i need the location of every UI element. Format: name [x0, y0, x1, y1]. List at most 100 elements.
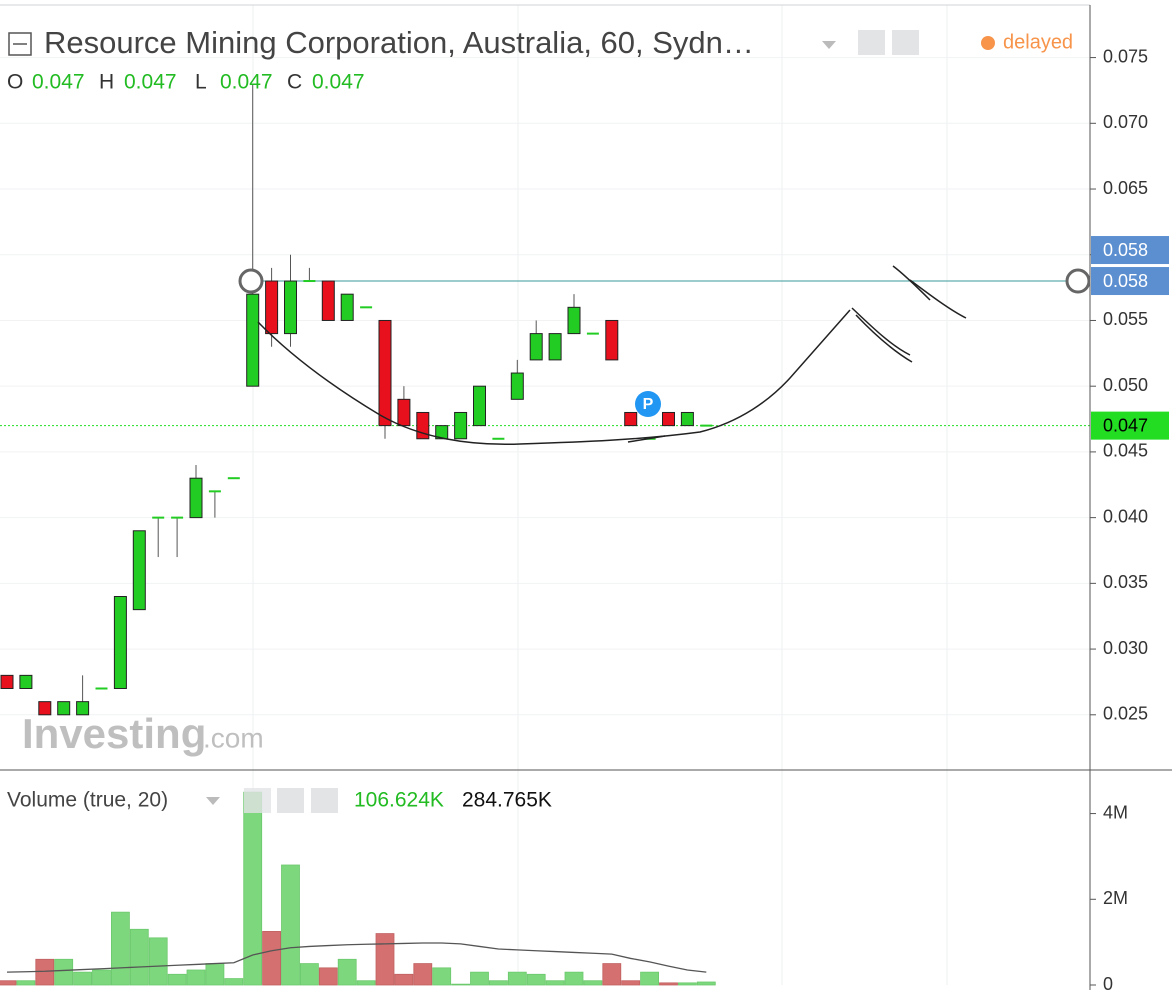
watermark: Investing — [22, 710, 206, 757]
candle-body — [510, 372, 524, 400]
remove-button[interactable] — [311, 788, 338, 813]
candle-body — [378, 319, 392, 427]
volume-bar — [375, 933, 395, 986]
volume-bar — [73, 971, 92, 986]
volume-bar — [0, 980, 17, 986]
ohlc-value: 0.047 — [32, 71, 85, 94]
volume-bar — [356, 980, 376, 986]
status-dot — [981, 36, 995, 50]
candle-body — [265, 280, 279, 335]
ohlc-value: 0.047 — [220, 71, 273, 94]
candle-body — [548, 333, 562, 361]
volume-bar — [488, 980, 508, 986]
ohlc-value: 0.047 — [124, 71, 177, 94]
candle-body — [473, 385, 486, 427]
vertical-grid — [252, 5, 948, 985]
visibility-button[interactable] — [244, 788, 271, 813]
candle-body — [454, 411, 468, 440]
volume-bar — [281, 864, 300, 986]
volume-bar — [54, 958, 74, 986]
y-tick-label: 0.035 — [1103, 572, 1148, 592]
y-tick-label: 0.075 — [1103, 46, 1148, 66]
volume-bar — [659, 982, 678, 986]
volume-bar — [129, 928, 149, 986]
volume-bar — [583, 980, 603, 986]
ohlc-key: L — [195, 71, 207, 94]
volume-bar — [224, 978, 244, 986]
visibility-button[interactable] — [858, 30, 885, 55]
price-tag-label: 0.058 — [1103, 240, 1148, 260]
volume-bar — [111, 911, 130, 986]
candle-body — [340, 293, 354, 321]
volume-bar — [602, 963, 622, 986]
candle-body — [680, 411, 694, 427]
price-tag-label: 0.058 — [1103, 271, 1148, 291]
volume-bar — [413, 963, 433, 986]
volume-ma-value: 284.765K — [462, 789, 552, 812]
candle-body — [529, 333, 543, 361]
y-tick-label: 0.045 — [1103, 441, 1148, 461]
candle-body — [19, 674, 33, 690]
candle-body — [0, 674, 14, 690]
volume-ma-line — [6, 942, 707, 973]
y-tick-label: 0.065 — [1103, 178, 1148, 198]
volume-title: Volume (true, 20) — [7, 789, 168, 812]
volume-bar — [16, 980, 36, 986]
settings-button[interactable] — [277, 788, 304, 813]
candle-body — [662, 411, 675, 427]
price-tag-label: 0.047 — [1103, 415, 1148, 435]
y-tick-label: 0.050 — [1103, 375, 1148, 395]
settings-button[interactable] — [892, 30, 919, 55]
volume-bar — [507, 971, 527, 986]
status: delayed — [1003, 31, 1073, 53]
volume-bar — [696, 981, 716, 986]
y-tick-label: 0 — [1103, 974, 1113, 990]
line-handle — [238, 268, 264, 294]
y-tick-label: 4M — [1103, 802, 1128, 822]
y-tick-label: 0.030 — [1103, 638, 1148, 658]
ohlc-value: 0.047 — [312, 71, 365, 94]
volume-bar — [148, 937, 168, 986]
ohlc-key: H — [99, 71, 114, 94]
volume-bar — [186, 969, 206, 986]
volume-bar — [451, 983, 471, 986]
volume-bar — [545, 980, 565, 986]
price-tag — [1091, 411, 1169, 440]
volume-bar — [92, 969, 111, 986]
volume-bar — [526, 973, 546, 986]
volume-bar — [262, 931, 282, 986]
volume-bar — [432, 967, 452, 986]
candle-body — [321, 280, 335, 321]
candle-body — [189, 477, 203, 519]
candle-body — [132, 530, 146, 611]
volume-bar — [205, 963, 225, 986]
volume-bar — [337, 958, 357, 986]
y-tick-label: 0.070 — [1103, 112, 1148, 132]
dropdown-arrow[interactable] — [206, 797, 220, 805]
candle-body — [624, 411, 638, 427]
candle-body — [284, 280, 297, 335]
candle-body — [246, 293, 260, 387]
volume-bar — [243, 791, 263, 986]
y-tick-label: 0.040 — [1103, 506, 1148, 526]
line-handle — [1065, 268, 1091, 294]
candle-body — [76, 701, 90, 716]
volume-bar — [299, 963, 319, 986]
volume-bar — [564, 971, 584, 986]
watermark-suffix: .com — [203, 722, 264, 753]
candle-body — [38, 701, 52, 716]
chart-title: Resource Mining Corporation, Australia, … — [44, 25, 754, 60]
volume-bar — [640, 971, 659, 986]
event-marker-label: P — [643, 396, 654, 413]
volume-bar — [318, 967, 338, 986]
dropdown-arrow[interactable] — [822, 41, 836, 49]
y-tick-label: 0.055 — [1103, 309, 1148, 329]
candle-body — [605, 319, 619, 361]
candle-body — [397, 398, 411, 427]
candle-body — [57, 701, 71, 716]
candle-body — [113, 595, 127, 690]
event-marker[interactable] — [635, 391, 661, 417]
price-tag — [1091, 236, 1169, 265]
volume-bar — [470, 971, 489, 986]
